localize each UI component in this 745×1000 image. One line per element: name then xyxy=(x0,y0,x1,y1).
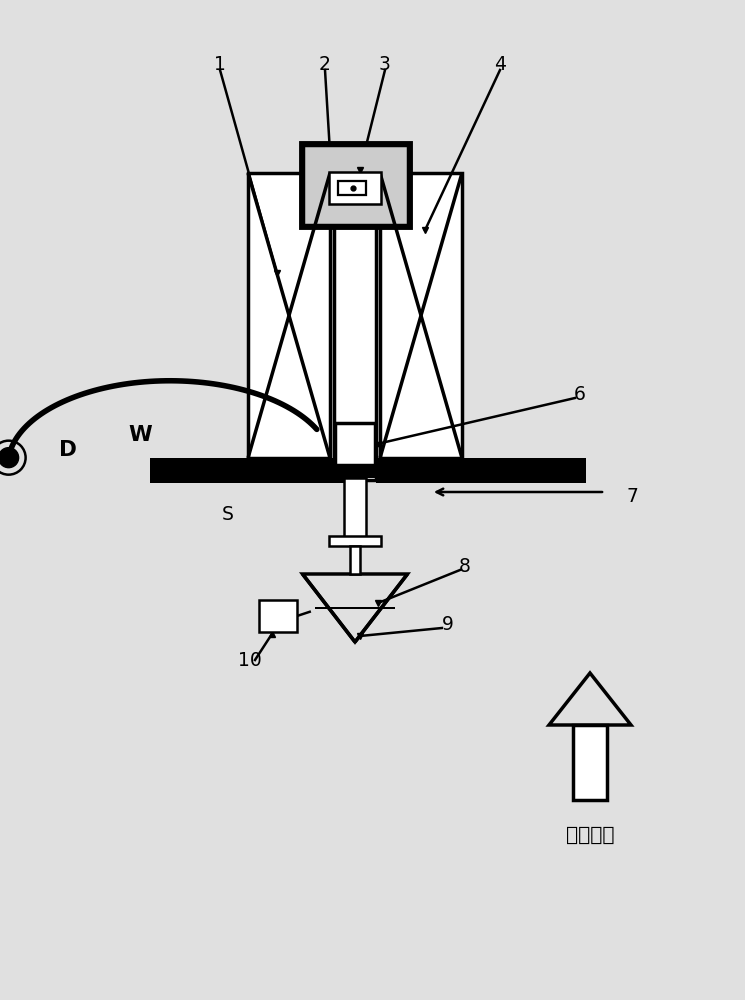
Bar xyxy=(300,143,410,227)
Bar xyxy=(338,181,366,195)
Text: 10: 10 xyxy=(238,650,262,670)
Bar xyxy=(334,145,376,480)
Text: S: S xyxy=(222,506,234,524)
Bar xyxy=(376,458,586,483)
Bar xyxy=(573,725,607,800)
Circle shape xyxy=(0,448,19,468)
Text: 设置方向: 设置方向 xyxy=(565,826,614,844)
Text: D: D xyxy=(59,440,77,460)
Text: 9: 9 xyxy=(442,614,454,634)
Text: 1: 1 xyxy=(214,55,226,75)
Bar xyxy=(259,600,297,632)
Bar xyxy=(335,423,375,465)
Bar xyxy=(248,173,330,458)
Text: 6: 6 xyxy=(574,384,586,403)
Text: 7: 7 xyxy=(626,487,638,506)
Text: W: W xyxy=(128,425,152,445)
Bar xyxy=(329,536,381,546)
Bar xyxy=(350,546,360,574)
Bar xyxy=(344,478,366,538)
Bar xyxy=(302,145,408,225)
Bar xyxy=(150,463,560,478)
Bar xyxy=(150,458,360,483)
Text: 8: 8 xyxy=(459,556,471,576)
Bar xyxy=(329,172,381,204)
Text: 3: 3 xyxy=(379,55,391,75)
Bar xyxy=(380,173,462,458)
Text: 4: 4 xyxy=(494,55,506,75)
Text: 2: 2 xyxy=(319,55,331,75)
